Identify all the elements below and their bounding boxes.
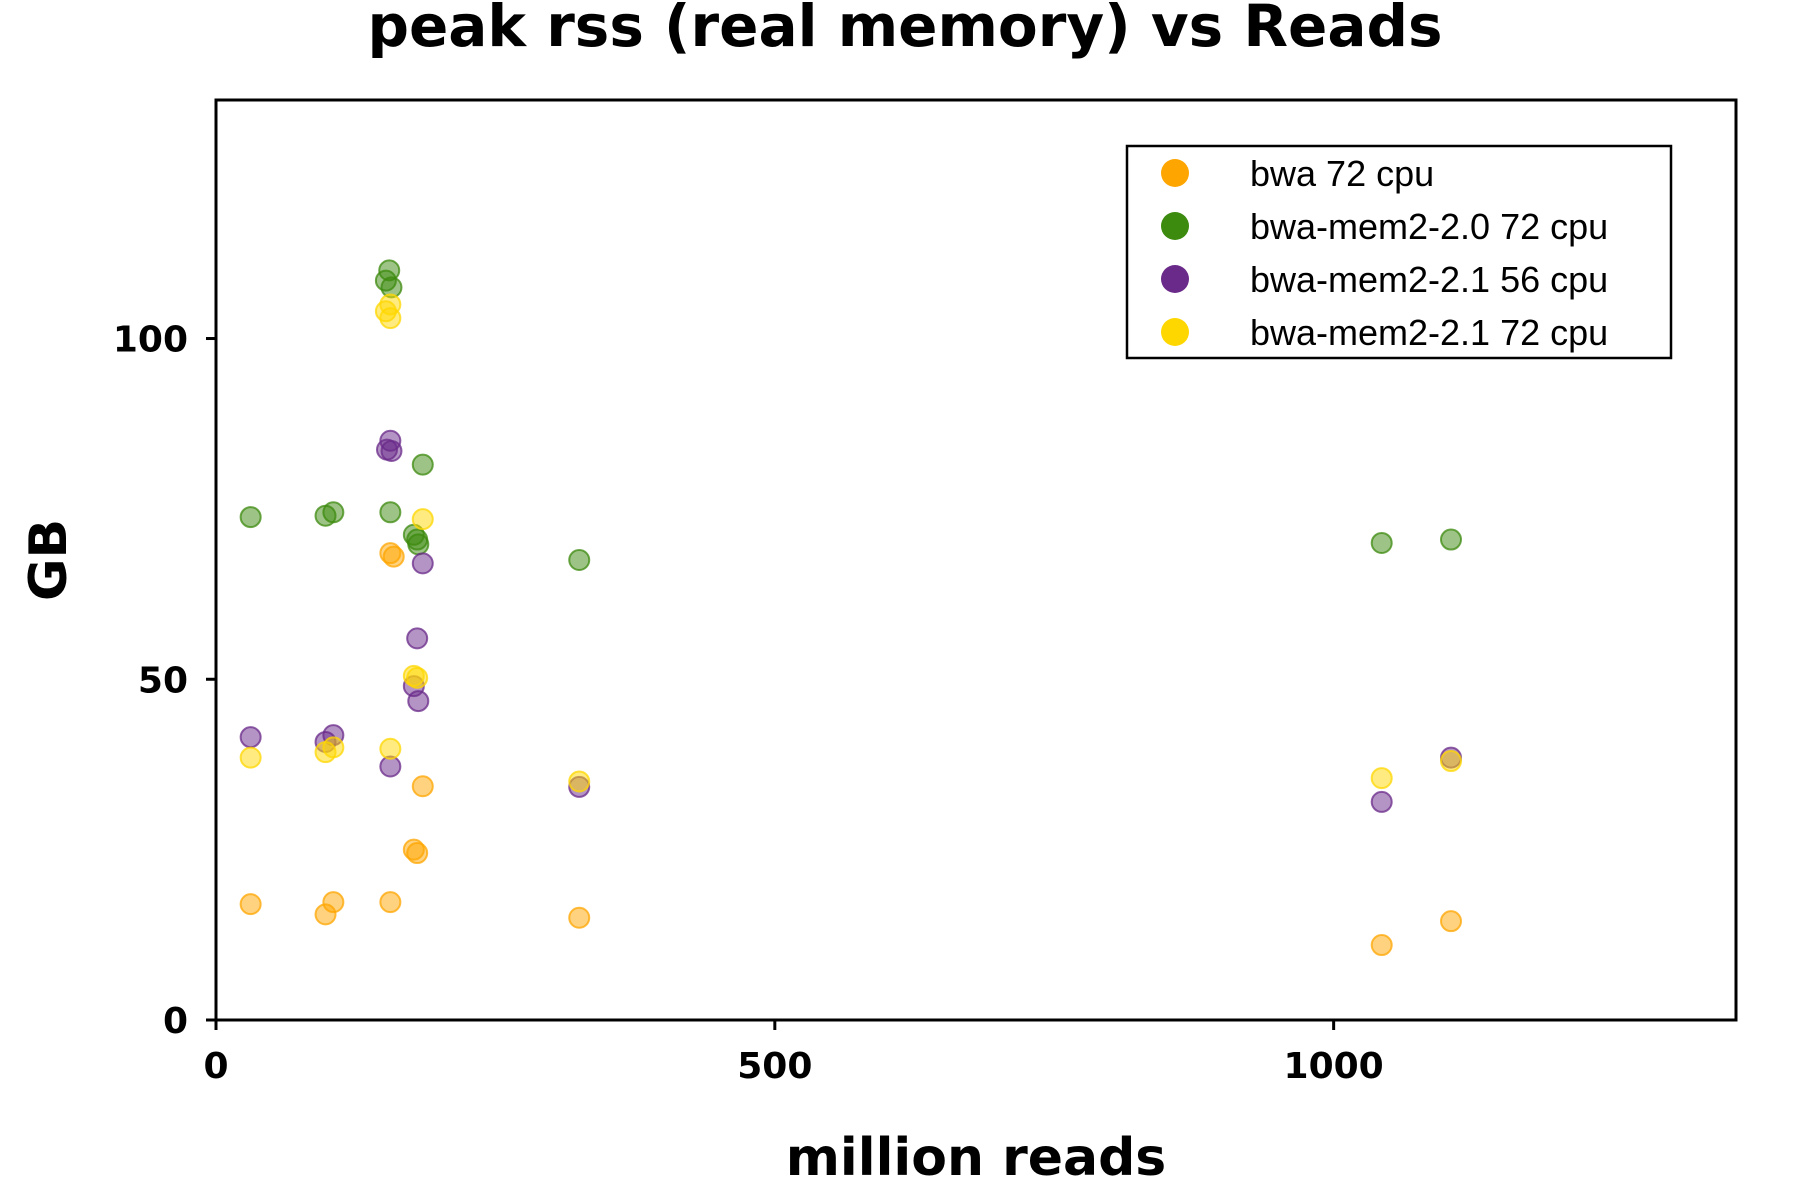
legend-label: bwa-mem2-2.1 56 cpu	[1250, 259, 1608, 300]
data-points	[239, 259, 1462, 957]
y-tick-label: 100	[113, 320, 188, 361]
data-point-series-1	[239, 506, 262, 529]
data-point-series-1	[322, 501, 345, 524]
data-point-series-2	[380, 439, 403, 462]
data-point-series-1	[407, 533, 430, 556]
legend-marker	[1161, 265, 1189, 293]
data-point-series-1	[1440, 528, 1462, 551]
legend-marker	[1161, 318, 1189, 346]
y-tick-label: 50	[138, 660, 188, 701]
data-point-series-0	[382, 545, 405, 568]
plot-area-frame	[214, 98, 1738, 1022]
data-point-series-1	[1370, 531, 1393, 554]
data-point-series-3	[406, 666, 429, 689]
axis-ticks: 0 500 1000 0 50 100	[113, 320, 1384, 1087]
data-point-series-0	[411, 775, 434, 798]
data-point-series-0	[239, 893, 262, 916]
legend: bwa 72 cpu bwa-mem2-2.0 72 cpu bwa-mem2-2.…	[1125, 144, 1673, 360]
legend-box	[1125, 144, 1673, 360]
data-point-series-0	[1440, 910, 1462, 933]
legend-label: bwa 72 cpu	[1250, 153, 1434, 194]
data-point-series-2	[1370, 790, 1393, 813]
data-point-series-1	[411, 453, 434, 476]
chart-title: peak rss (real memory) vs Reads	[367, 0, 1442, 60]
y-axis-label: GB	[19, 519, 79, 601]
data-point-series-0	[568, 906, 591, 929]
data-point-series-3	[379, 307, 402, 330]
x-tick-label: 0	[203, 1046, 228, 1087]
data-point-series-3	[568, 770, 591, 793]
legend-label: bwa-mem2-2.0 72 cpu	[1250, 206, 1608, 247]
x-axis-label: million reads	[786, 1128, 1167, 1188]
data-point-series-0	[1370, 934, 1393, 957]
data-point-series-0	[322, 891, 345, 914]
data-point-series-2	[239, 726, 262, 749]
data-point-series-3	[1440, 750, 1462, 773]
data-point-series-3	[411, 508, 434, 531]
legend-entries: bwa 72 cpu bwa-mem2-2.0 72 cpu bwa-mem2-2.…	[1161, 153, 1608, 353]
data-point-series-3	[239, 746, 262, 769]
data-point-series-2	[411, 552, 434, 575]
legend-marker	[1161, 159, 1189, 187]
data-point-series-3	[322, 736, 345, 759]
data-point-series-2	[406, 627, 429, 650]
y-tick-label: 0	[163, 1001, 188, 1042]
x-tick-label: 500	[737, 1046, 812, 1087]
data-point-series-3	[1370, 767, 1393, 790]
legend-label: bwa-mem2-2.1 72 cpu	[1250, 312, 1608, 353]
data-point-series-3	[379, 737, 402, 760]
data-point-series-1	[568, 549, 591, 571]
data-point-series-2	[407, 690, 430, 713]
data-point-series-0	[406, 842, 429, 865]
data-point-series-1	[379, 501, 402, 524]
legend-marker	[1161, 212, 1189, 240]
data-point-series-0	[379, 891, 402, 914]
x-tick-label: 1000	[1284, 1046, 1384, 1087]
